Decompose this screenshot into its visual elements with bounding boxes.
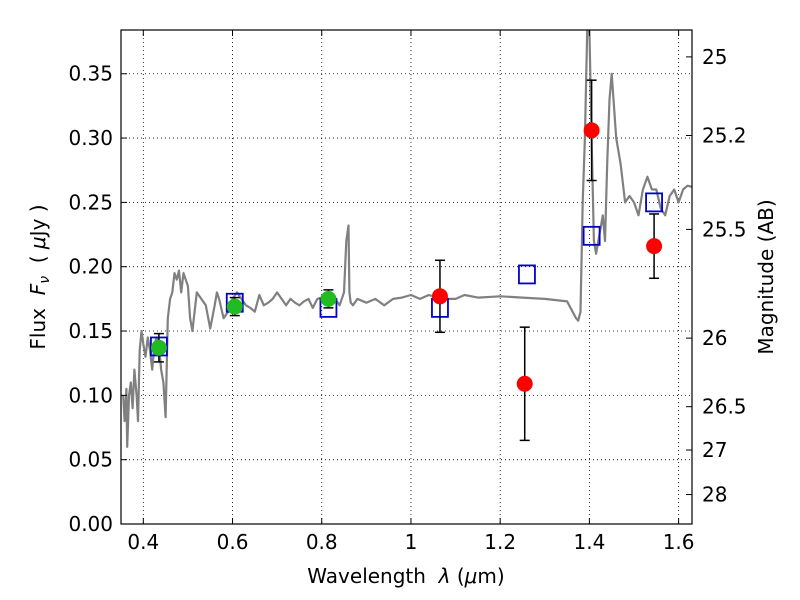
y-tick-label: 0.30 [68,126,113,150]
ticks: 0.4 0.6 0.8 1 1.2 1.4 1.6 0.00 0.05 0.10 0.15 0.20 0… [68,30,747,554]
data-point [646,238,663,255]
model-square-point [518,264,536,285]
svg-text:Magnitude (AB): Magnitude (AB) [754,199,778,354]
y-tick-label: 0.05 [68,448,113,472]
y-tick-label: 0.15 [68,319,113,343]
x-tick-label: 1.2 [484,530,516,554]
data-point [583,122,600,139]
data-point [150,339,167,356]
x-tick-label: 0.4 [127,530,159,554]
data-point [516,375,533,392]
y-axis-label: Flux Fν ( μJy ) [26,204,53,349]
y-tick-label: 0.35 [68,62,113,86]
y-tick-label: 0.25 [68,190,113,214]
x-tick-label: 1.6 [663,530,695,554]
plot-area [122,30,692,448]
y-tick-label: 0.10 [68,383,113,407]
x-tick-label: 0.6 [217,530,249,554]
plot-frame [120,29,693,525]
data-point [431,288,448,305]
spectrum-line [122,30,692,448]
model-square-point [582,225,601,246]
right-tick-label: 27 [702,438,727,462]
data-point [320,290,337,307]
x-tick-label: 1 [405,530,418,554]
right-tick-label: 28 [702,483,727,507]
x-tick-label: 0.8 [306,530,338,554]
y-tick-label: 0.00 [68,512,113,536]
right-tick-label: 25.2 [702,123,747,147]
right-tick-label: 26 [702,326,727,350]
right-tick-label: 26.5 [702,395,747,419]
svg-text:Wavelength λ (μm): Wavelength λ (μm) [307,564,504,588]
y-axis-right-label: Magnitude (AB) [754,199,778,354]
grid [121,30,692,525]
right-tick-label: 25.5 [702,217,747,241]
y-tick-label: 0.20 [68,255,113,279]
data-point [226,298,243,315]
svg-text:Flux Fν ( μJy ): Flux Fν ( μJy ) [26,204,53,349]
right-tick-label: 25 [702,45,727,69]
x-tick-label: 1.4 [573,530,605,554]
model-square-point [645,192,663,213]
x-axis-label: Wavelength λ (μm) [307,564,504,588]
